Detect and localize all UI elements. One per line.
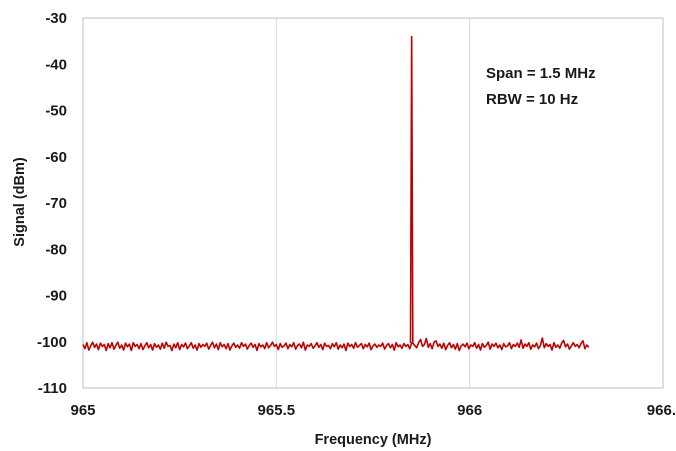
x-tick-label: 965 <box>70 402 95 419</box>
y-axis-title: Signal (dBm) <box>12 157 28 247</box>
x-axis-ticks: 965 965.5 966 966. <box>70 402 676 419</box>
y-tick-label: -100 <box>37 334 67 351</box>
y-tick-label: -110 <box>38 380 67 397</box>
y-tick-label: -60 <box>45 149 67 166</box>
annotation-span: Span = 1.5 MHz <box>486 65 596 82</box>
y-tick-label: -90 <box>45 288 67 305</box>
plot-area <box>82 17 664 389</box>
y-axis-ticks: -30 -40 -50 -60 -70 -80 -90 -100 -110 <box>37 10 67 397</box>
y-tick-label: -70 <box>45 195 67 212</box>
signal-series-line <box>82 35 590 352</box>
x-tick-label: 966 <box>457 402 482 419</box>
y-tick-label: -30 <box>45 10 67 27</box>
y-tick-label: -80 <box>45 241 67 258</box>
annotation-rbw: RBW = 10 Hz <box>486 91 578 108</box>
y-tick-label: -40 <box>45 56 67 73</box>
y-tick-label: -50 <box>45 103 67 120</box>
x-axis-title: Frequency (MHz) <box>315 432 432 448</box>
x-tick-label: 966. <box>647 402 676 419</box>
x-tick-label: 965.5 <box>258 402 296 419</box>
